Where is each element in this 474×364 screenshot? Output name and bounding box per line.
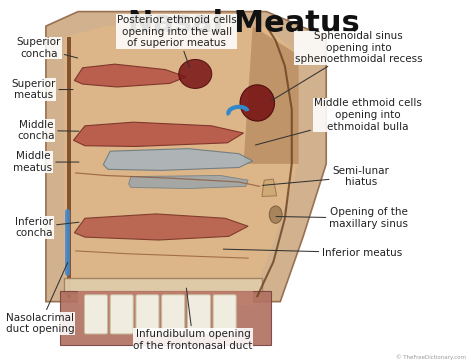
Text: © TheFreeDictionary.com: © TheFreeDictionary.com — [396, 355, 466, 360]
Polygon shape — [46, 12, 326, 302]
Text: Superior
meatus: Superior meatus — [11, 79, 73, 100]
FancyBboxPatch shape — [136, 295, 159, 334]
Text: Inferior meatus: Inferior meatus — [223, 248, 402, 258]
Polygon shape — [74, 64, 186, 87]
Polygon shape — [60, 291, 271, 345]
Polygon shape — [244, 26, 299, 164]
Polygon shape — [128, 175, 248, 189]
Text: Sphenoidal sinus
opening into
sphenoethmoidal recess: Sphenoidal sinus opening into sphenoethm… — [271, 31, 422, 101]
Text: Superior
concha: Superior concha — [17, 37, 78, 59]
Text: Opening of the
maxillary sinus: Opening of the maxillary sinus — [276, 207, 408, 229]
Polygon shape — [103, 149, 253, 170]
Polygon shape — [78, 291, 253, 305]
FancyBboxPatch shape — [162, 295, 185, 334]
FancyBboxPatch shape — [213, 295, 236, 334]
Polygon shape — [73, 122, 244, 146]
Text: Nasolacrimal
duct opening: Nasolacrimal duct opening — [6, 262, 75, 334]
FancyBboxPatch shape — [187, 295, 210, 334]
FancyBboxPatch shape — [84, 295, 108, 334]
Text: Infundibulum opening
of the frontonasal duct: Infundibulum opening of the frontonasal … — [133, 288, 253, 351]
Polygon shape — [64, 278, 262, 293]
Ellipse shape — [240, 85, 274, 121]
Text: Semi-lunar
hiatus: Semi-lunar hiatus — [262, 166, 389, 187]
Text: Posterior ethmoid cells
opening into the wall
of superior meatus: Posterior ethmoid cells opening into the… — [117, 15, 237, 68]
Polygon shape — [262, 179, 277, 197]
Text: Middle
meatus: Middle meatus — [13, 151, 79, 173]
Polygon shape — [74, 214, 248, 240]
Ellipse shape — [269, 206, 282, 223]
Text: Middle
concha: Middle concha — [17, 120, 79, 141]
Text: Nasal Meatus: Nasal Meatus — [128, 9, 359, 37]
Text: Inferior
concha: Inferior concha — [16, 217, 79, 238]
FancyBboxPatch shape — [110, 295, 133, 334]
Polygon shape — [64, 26, 299, 298]
Polygon shape — [66, 37, 71, 298]
Ellipse shape — [179, 59, 212, 88]
Text: Middle ethmoid cells
opening into
ethmoidal bulla: Middle ethmoid cells opening into ethmoi… — [255, 98, 421, 145]
